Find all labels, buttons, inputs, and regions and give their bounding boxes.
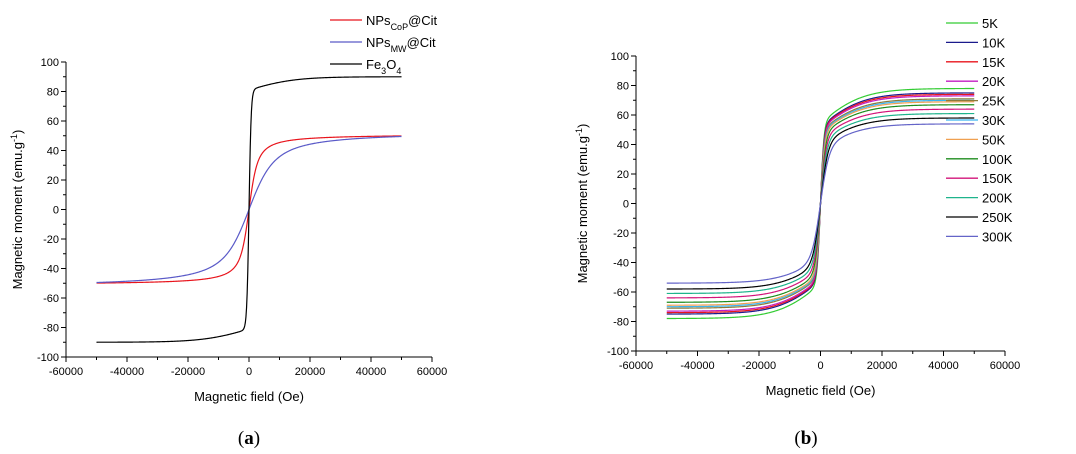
y-tick-label: -20 [43,234,59,246]
x-axis-label: Magnetic field (Oe) [194,389,304,404]
y-tick-label: 60 [617,110,629,122]
y-tick-label: 100 [611,51,629,63]
legend-entry-8: 150K [982,171,1013,186]
y-tick-label: 20 [617,169,629,181]
y-axis-label: Magnetic moment (emu.g-1) [9,130,25,290]
y-axis-label: Magnetic moment (emu.g-1) [574,124,590,284]
legend-entry-6: 50K [982,132,1005,147]
legend-entry-2: Fe3O4 [366,57,401,76]
x-tick-label: 0 [817,360,823,372]
series-line-11 [666,123,975,284]
y-tick-label: 80 [47,87,59,99]
x-axis-label: Magnetic field (Oe) [766,383,876,398]
y-tick-label: -60 [43,293,59,305]
panel-label: (b) [794,428,817,449]
y-tick-label: 60 [47,116,59,128]
y-tick-label: 0 [53,205,59,217]
legend-entry-1: 10K [982,35,1005,50]
x-tick-label: 60000 [417,366,448,378]
y-tick-label: -40 [613,258,629,270]
legend-entry-5: 30K [982,113,1005,128]
legend-entry-0: NPsCoP@Cit [366,13,438,32]
x-tick-label: -40000 [680,360,714,372]
chart-panel-a: -100 -80 -60 -40 -20 0 20 40 60 80 100 -60000 -40000… [9,13,447,449]
legend-entry-3: 20K [982,74,1005,89]
x-tick-label: -20000 [171,366,205,378]
y-tick-label: -60 [613,287,629,299]
x-tick-label: -60000 [49,366,83,378]
y-tick-label: -40 [43,264,59,276]
panel-label: (a) [238,428,260,449]
y-tick-label: -80 [43,323,59,335]
legend-entry-2: 15K [982,55,1005,70]
chart-panel-b: -100 -80 -60 -40 -20 0 20 40 60 80 100 -60000 -40000… [574,16,1020,449]
y-tick-label: -80 [613,317,629,329]
x-tick-label: 20000 [295,366,326,378]
y-tick-label: 40 [47,146,59,158]
legend-entry-9: 200K [982,191,1013,206]
legend-entry-4: 25K [982,94,1005,109]
x-tick-label: 40000 [928,360,959,372]
x-tick-label: -60000 [619,360,653,372]
x-tick-label: 60000 [990,360,1021,372]
legend-entry-7: 100K [982,152,1013,167]
legend-entry-11: 300K [982,229,1013,244]
x-tick-label: 20000 [867,360,898,372]
legend-entry-10: 250K [982,210,1013,225]
x-tick-label: 40000 [356,366,387,378]
y-tick-label: 20 [47,175,59,187]
series-line-2 [96,76,402,343]
y-tick-label: 100 [41,57,59,69]
legend-entry-1: NPsMW@Cit [366,35,436,54]
y-tick-label: -100 [607,346,629,358]
x-tick-label: -40000 [110,366,144,378]
legend-entry-0: 5K [982,16,998,31]
x-tick-label: -20000 [742,360,776,372]
y-tick-label: -100 [37,352,59,364]
y-tick-label: 0 [623,199,629,211]
y-tick-label: -20 [613,228,629,240]
y-tick-label: 80 [617,81,629,93]
x-tick-label: 0 [246,366,252,378]
y-tick-label: 40 [617,140,629,152]
